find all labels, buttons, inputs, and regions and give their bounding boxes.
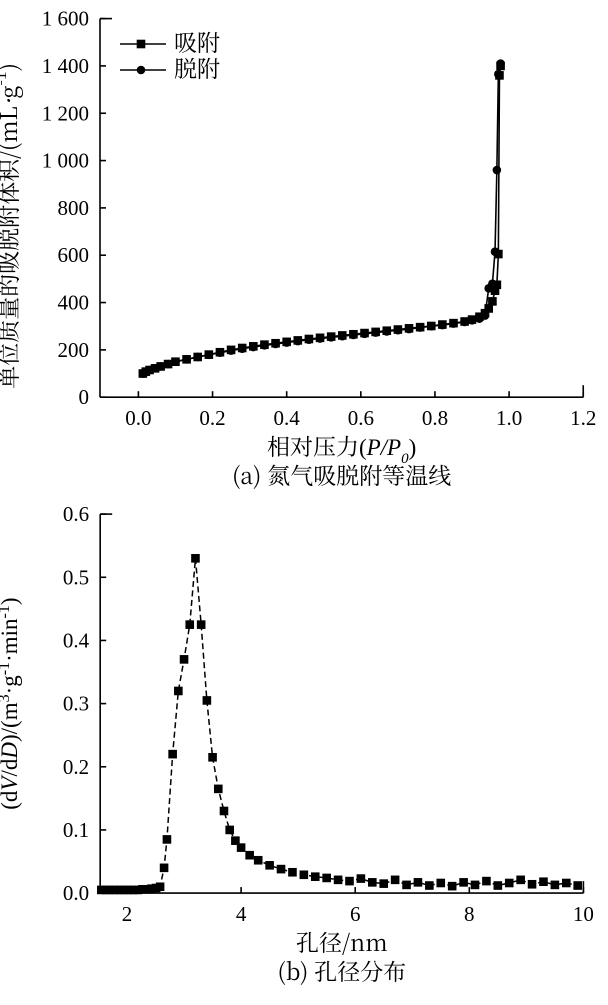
svg-text:2: 2 bbox=[122, 902, 133, 926]
svg-text:8: 8 bbox=[464, 902, 475, 926]
svg-text:0.6: 0.6 bbox=[348, 406, 374, 430]
svg-text:0.0: 0.0 bbox=[63, 881, 89, 905]
svg-text:1 200: 1 200 bbox=[42, 101, 89, 125]
svg-text:0.8: 0.8 bbox=[422, 406, 448, 430]
svg-text:0: 0 bbox=[79, 385, 90, 409]
svg-text:1 000: 1 000 bbox=[42, 149, 89, 173]
svg-text:600: 600 bbox=[58, 243, 90, 267]
svg-text:(dV/dD)/(m3·g-1·min-1): (dV/dD)/(m3·g-1·min-1) bbox=[0, 597, 22, 809]
svg-text:10: 10 bbox=[573, 902, 594, 926]
svg-text:单位质量的吸脱附体积/(mL·g-1): 单位质量的吸脱附体积/(mL·g-1) bbox=[0, 63, 24, 389]
svg-text:1 600: 1 600 bbox=[42, 7, 89, 31]
svg-text:800: 800 bbox=[58, 196, 90, 220]
svg-text:(a) 氮气吸脱附等温线: (a) 氮气吸脱附等温线 bbox=[232, 458, 451, 491]
svg-text:0.0: 0.0 bbox=[125, 406, 151, 430]
svg-text:6: 6 bbox=[350, 902, 361, 926]
svg-text:0.5: 0.5 bbox=[63, 565, 89, 589]
svg-text:1.2: 1.2 bbox=[570, 406, 596, 430]
svg-text:400: 400 bbox=[58, 291, 90, 315]
svg-text:0.4: 0.4 bbox=[63, 628, 90, 652]
svg-text:脱附: 脱附 bbox=[174, 51, 220, 84]
svg-text:(b) 孔径分布: (b) 孔径分布 bbox=[277, 954, 406, 987]
svg-text:0.3: 0.3 bbox=[63, 692, 89, 716]
svg-text:1 400: 1 400 bbox=[42, 54, 89, 78]
svg-text:0.2: 0.2 bbox=[199, 406, 225, 430]
svg-text:0.4: 0.4 bbox=[274, 406, 301, 430]
svg-text:0.1: 0.1 bbox=[63, 818, 89, 842]
svg-text:200: 200 bbox=[58, 338, 90, 362]
svg-text:0.2: 0.2 bbox=[63, 755, 89, 779]
svg-text:1.0: 1.0 bbox=[496, 406, 522, 430]
svg-text:4: 4 bbox=[236, 902, 247, 926]
svg-text:0.6: 0.6 bbox=[63, 502, 89, 526]
